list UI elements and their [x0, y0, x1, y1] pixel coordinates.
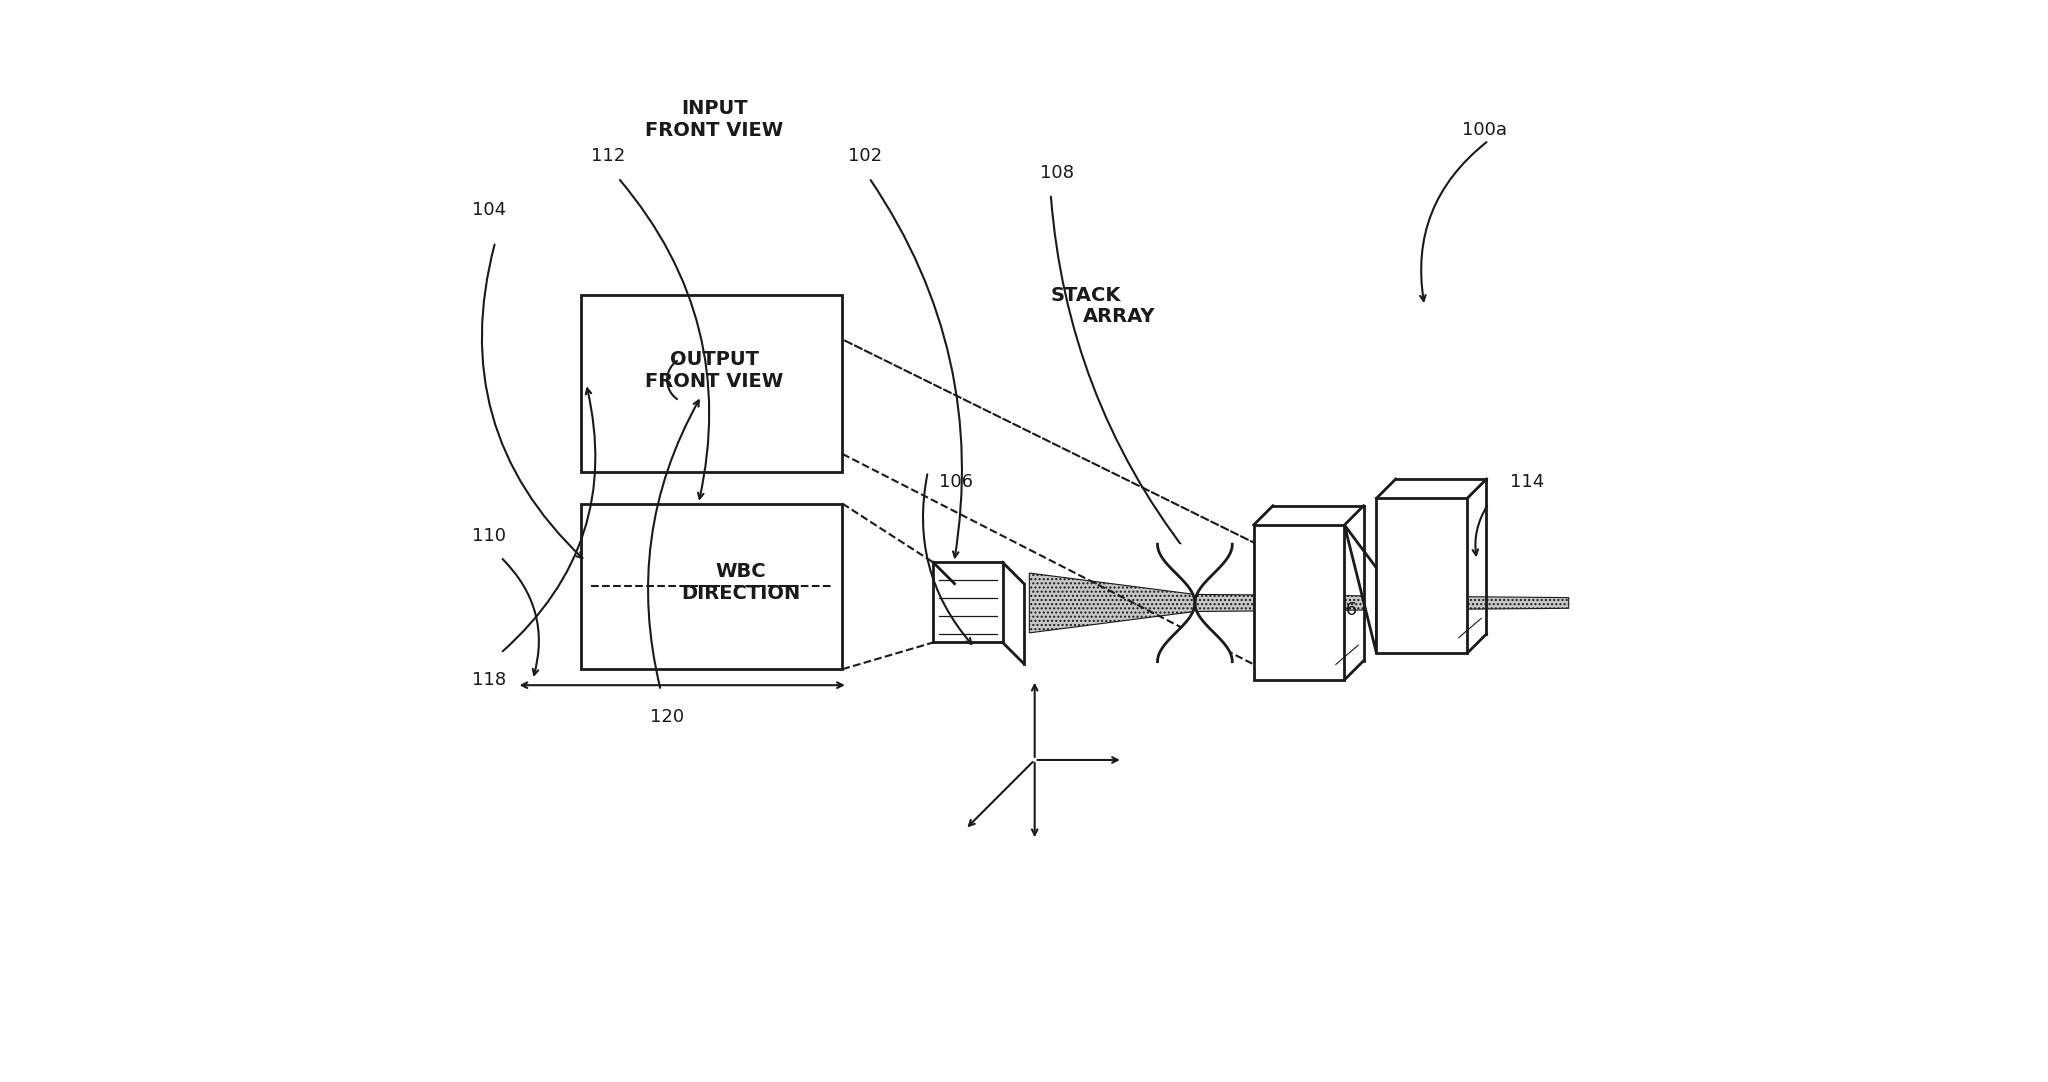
Text: 116: 116 — [1323, 602, 1358, 619]
Text: 118: 118 — [471, 671, 506, 689]
Text: 120: 120 — [649, 709, 684, 726]
Text: STACK: STACK — [1051, 286, 1120, 305]
Bar — [1253, 525, 1343, 679]
Polygon shape — [1194, 594, 1569, 611]
Text: 100a: 100a — [1462, 121, 1507, 138]
Text: 110: 110 — [471, 527, 506, 544]
Text: WBC
DIRECTION: WBC DIRECTION — [682, 563, 801, 604]
Text: ARRAY: ARRAY — [1083, 307, 1155, 326]
Polygon shape — [1343, 525, 1376, 654]
Polygon shape — [1030, 573, 1194, 633]
Bar — [582, 295, 842, 472]
Text: 104: 104 — [471, 201, 506, 219]
Text: 108: 108 — [1040, 163, 1073, 182]
Text: OUTPUT
FRONT VIEW: OUTPUT FRONT VIEW — [645, 351, 784, 392]
Text: 106: 106 — [938, 473, 973, 491]
Bar — [582, 503, 842, 669]
Polygon shape — [1157, 544, 1233, 662]
Bar — [1376, 499, 1466, 654]
Text: 114: 114 — [1509, 473, 1544, 491]
Text: 112: 112 — [592, 147, 627, 166]
Text: 102: 102 — [848, 147, 883, 166]
Text: INPUT
FRONT VIEW: INPUT FRONT VIEW — [645, 100, 784, 141]
